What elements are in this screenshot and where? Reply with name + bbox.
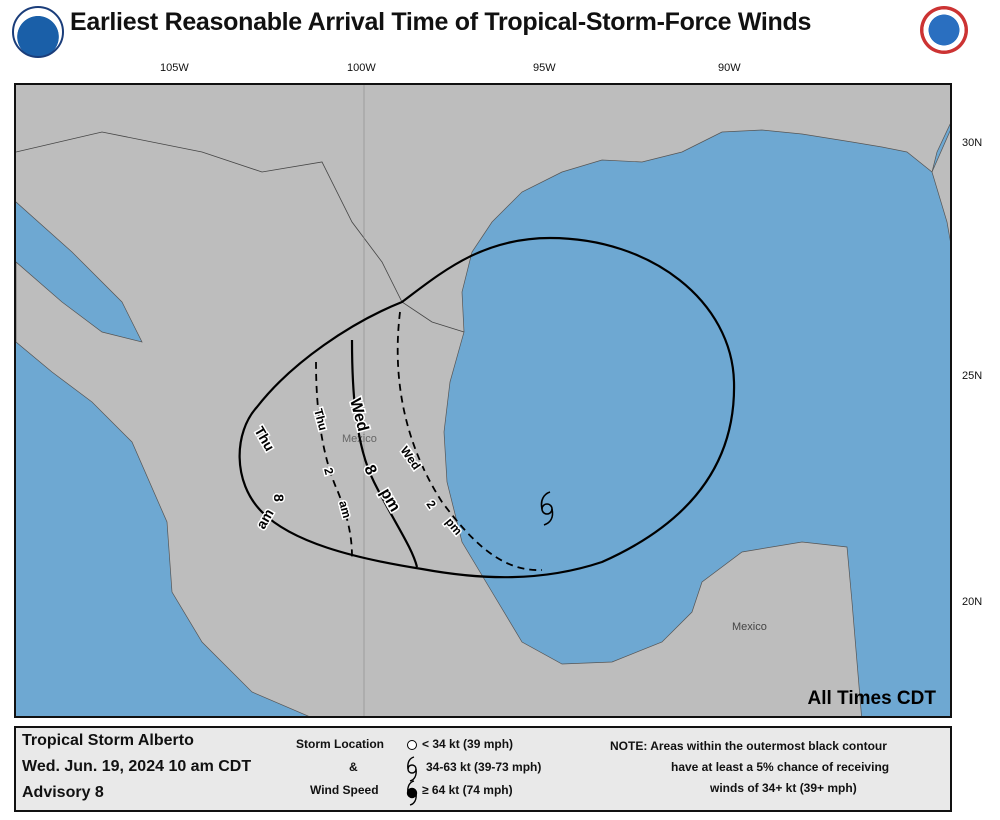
isochrone-thu-2am — [315, 361, 353, 558]
key-item: 34-63 kt (39-73 mph) — [426, 760, 542, 774]
tropical-storm-icon — [540, 491, 554, 526]
lon-tick: 105W — [160, 62, 189, 74]
tropical-storm-icon — [407, 756, 417, 782]
advisory-datetime: Wed. Jun. 19, 2024 10 am CDT — [22, 758, 252, 775]
note-line: winds of 34+ kt (39+ mph) — [710, 781, 857, 795]
outer-contour-thu-8am — [238, 236, 736, 579]
key-title: Storm Location — [296, 737, 385, 751]
svg-text:am: am — [336, 499, 354, 519]
map-canvas: Mexico Mexico Thu 8 am Thu 2 am Wed 8 pm… — [16, 85, 950, 716]
storm-name: Tropical Storm Alberto — [22, 732, 194, 749]
key-item: ≥ 64 kt (74 mph) — [422, 783, 513, 797]
border-us-mexico — [16, 131, 465, 333]
low-icon — [407, 740, 417, 750]
lat-tick: 30N — [962, 137, 983, 149]
hurricane-icon — [406, 780, 418, 806]
lon-tick: 100W — [347, 62, 376, 74]
lon-tick: 95W — [533, 62, 556, 74]
key-item: < 34 kt (39 mph) — [422, 737, 514, 751]
legend: Tropical Storm Alberto Wed. Jun. 19, 202… — [14, 726, 952, 812]
country-label: Mexico — [732, 621, 767, 633]
key-title: Wind Speed — [310, 783, 379, 797]
all-times-label: All Times CDT — [807, 688, 936, 709]
lon-tick: 90W — [718, 62, 741, 74]
land-florida — [931, 130, 950, 242]
advisory-number: Advisory 8 — [22, 784, 104, 801]
land-north-america — [16, 85, 950, 716]
lat-tick: 25N — [962, 370, 983, 382]
note-line: NOTE: Areas within the outermost black c… — [610, 739, 887, 753]
note-line: have at least a 5% chance of receiving — [671, 760, 890, 774]
map[interactable]: Mexico Mexico Thu 8 am Thu 2 am Wed 8 pm… — [14, 83, 952, 718]
nws-logo — [920, 6, 968, 54]
noaa-logo — [12, 6, 64, 58]
page-title: Earliest Reasonable Arrival Time of Trop… — [70, 8, 812, 36]
isochrone-wed-8pm — [350, 339, 419, 568]
lat-tick: 20N — [962, 596, 983, 608]
key-title: & — [349, 760, 358, 774]
svg-text:8: 8 — [271, 494, 287, 502]
storm-symbols — [406, 740, 418, 806]
